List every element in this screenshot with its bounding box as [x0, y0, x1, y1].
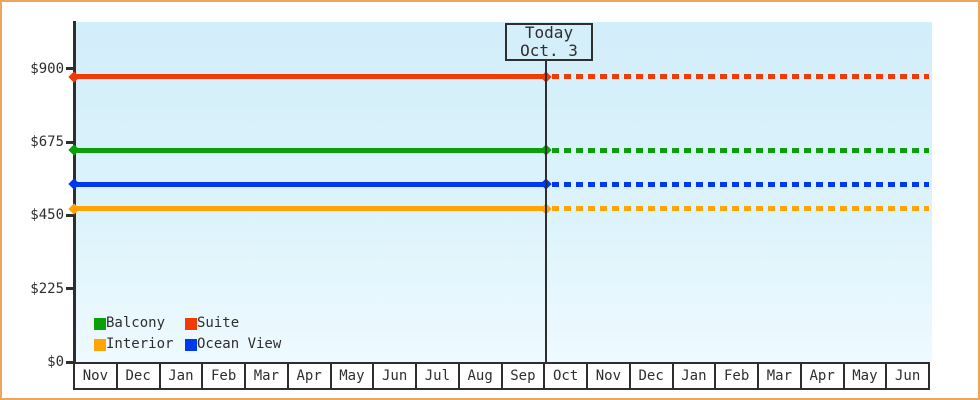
x-axis-month-cell: Jul — [417, 364, 460, 388]
series-line-balcony-projected — [552, 147, 929, 153]
y-axis-label: $225 — [30, 280, 64, 297]
x-axis-month-cell: Apr — [289, 364, 332, 388]
x-axis-month-cell: Feb — [203, 364, 246, 388]
legend-label-suite: Suite — [197, 315, 240, 331]
legend-swatch-ocean-view — [185, 338, 197, 351]
legend-item-ocean-view: Ocean View — [185, 336, 282, 352]
legend-swatch-balcony — [94, 317, 106, 330]
x-axis-month-cell: Dec — [631, 364, 674, 388]
y-axis-tick — [66, 287, 73, 291]
x-axis-month-cell: May — [845, 364, 888, 388]
y-axis-label: $450 — [30, 207, 64, 224]
y-axis-label: $675 — [30, 134, 64, 151]
x-axis-month-cell: Jan — [161, 364, 204, 388]
x-axis-month-row: Nov Dec Jan Feb Mar Apr May Jun Jul Aug Sep Oct Nov D… — [73, 362, 930, 390]
legend-item-interior: Interior — [94, 336, 185, 352]
series-line-interior-projected — [552, 206, 929, 212]
x-axis-month-cell: Mar — [759, 364, 802, 388]
legend-label-interior: Interior — [106, 336, 174, 352]
x-axis-month-cell: Aug — [460, 364, 503, 388]
today-date-label: Oct. 3 — [520, 41, 578, 60]
today-marker-line — [545, 60, 547, 362]
series-line-ocean-view-projected — [552, 181, 929, 187]
series-line-suite-solid — [73, 74, 546, 80]
y-axis-tick — [66, 140, 73, 144]
series-line-ocean-view-solid — [73, 181, 546, 187]
x-axis-month-cell: Oct — [545, 364, 588, 388]
x-axis-month-cell: Jan — [674, 364, 717, 388]
y-axis-label: $0 — [47, 354, 64, 370]
x-axis-month-cell: Nov — [75, 364, 118, 388]
y-axis-line — [73, 21, 76, 366]
x-axis-month-cell: Dec — [118, 364, 161, 388]
series-line-interior-solid — [73, 206, 546, 212]
legend-swatch-interior — [94, 338, 106, 351]
y-axis-label: $900 — [30, 60, 64, 77]
x-axis-month-cell: Jun — [374, 364, 417, 388]
y-axis-tick — [66, 67, 73, 71]
legend-swatch-suite — [185, 317, 197, 330]
x-axis-month-cell: Feb — [716, 364, 759, 388]
x-axis-month-cell: Apr — [802, 364, 845, 388]
y-axis-tick — [66, 360, 73, 364]
legend-item-suite: Suite — [185, 315, 281, 331]
plot-area-background — [76, 22, 932, 362]
today-annotation-box: Today Oct. 3 — [505, 23, 593, 61]
y-axis-tick — [66, 213, 73, 217]
legend-label-ocean-view: Ocean View — [197, 336, 282, 352]
x-axis-month-cell: Jun — [894, 368, 921, 384]
chart-legend: Balcony Suite Interior Ocean View — [94, 315, 282, 352]
x-axis-month-cell: May — [332, 364, 375, 388]
legend-label-balcony: Balcony — [106, 315, 166, 331]
today-label: Today — [524, 23, 574, 42]
x-axis-month-cell: Sep — [503, 364, 546, 388]
x-axis-month-cell: Mar — [246, 364, 289, 388]
x-axis-month-cell: Nov — [588, 364, 631, 388]
series-line-suite-projected — [552, 74, 929, 80]
series-line-balcony-solid — [73, 147, 546, 153]
legend-item-balcony: Balcony — [94, 315, 185, 331]
